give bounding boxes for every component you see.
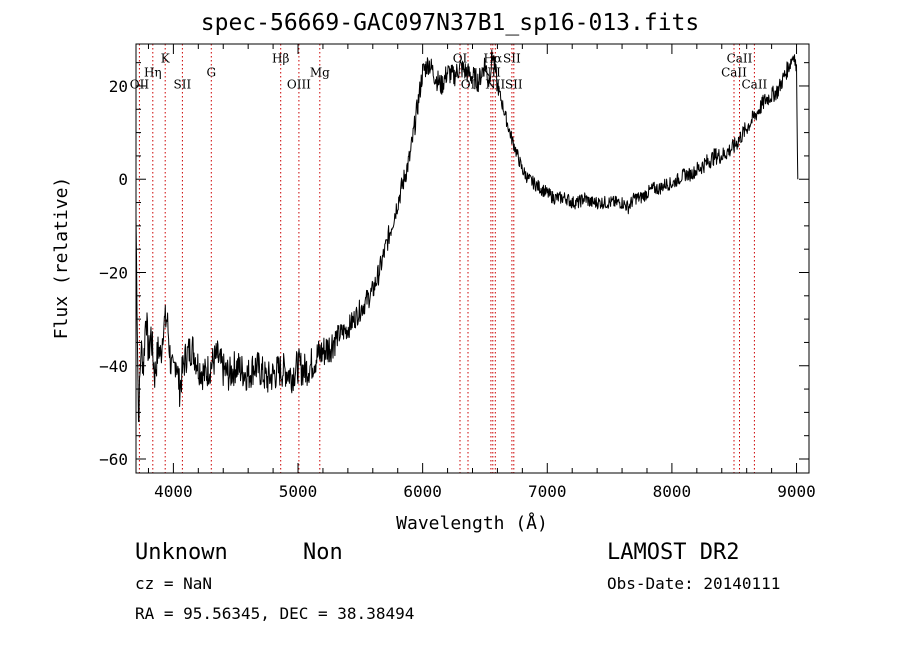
marker-label: OI: [453, 52, 468, 66]
y-axis-label: Flux (relative): [51, 177, 72, 340]
survey-label: LAMOST DR2: [607, 540, 740, 565]
marker-label: Hβ: [272, 52, 289, 66]
marker-label: NII: [481, 66, 501, 80]
marker-label: Mg: [310, 66, 330, 80]
marker-label: OIII: [287, 77, 311, 91]
subclass-label: Non: [303, 540, 343, 565]
x-axis-label: Wavelength (Å): [396, 512, 548, 534]
x-tick-label: 8000: [653, 482, 692, 501]
y-tick-label: 20: [109, 77, 128, 96]
marker-label: G: [207, 66, 217, 80]
y-tick-label: 0: [118, 170, 128, 189]
coordinates: RA = 95.56345, DEC = 38.38494: [135, 604, 415, 623]
marker-label: SII: [505, 77, 523, 91]
marker-label: OI: [461, 77, 476, 91]
marker-label: K: [161, 52, 171, 66]
marker-label: Hα: [484, 52, 503, 66]
spectrum-series: [135, 49, 799, 423]
y-tick-label: −60: [99, 450, 128, 469]
obs-date: Obs-Date: 20140111: [607, 574, 781, 593]
marker-label: CaII: [741, 77, 767, 91]
y-tick-label: −40: [99, 357, 128, 376]
marker-label: Hη: [144, 66, 162, 80]
marker-label: CaII: [721, 66, 747, 80]
x-tick-label: 7000: [528, 482, 567, 501]
x-tick-label: 4000: [154, 482, 193, 501]
marker-label: SII: [503, 52, 521, 66]
marker-label: OII: [130, 77, 150, 91]
marker-labels: OIIHηKSIIGHβOIIIMgOIOIHαNIINIISIISIICaII…: [130, 52, 768, 92]
x-tick-label: 6000: [403, 482, 442, 501]
class-label: Unknown: [135, 540, 228, 565]
chart-title: spec-56669-GAC097N37B1_sp16-013.fits: [200, 10, 700, 36]
x-tick-label: 9000: [777, 482, 816, 501]
marker-label: SII: [174, 77, 192, 91]
plot-frame: [135, 43, 810, 474]
axis-ticks: [136, 44, 809, 473]
cz-value: cz = NaN: [135, 574, 213, 593]
marker-label: NII: [485, 77, 505, 91]
y-tick-label: −20: [99, 263, 128, 282]
emission-line-markers: [138, 44, 755, 473]
y-tick-labels: −60 −40 −20 0 20: [99, 77, 128, 469]
marker-label: CaII: [727, 52, 753, 66]
x-tick-labels: 4000 5000 6000 7000 8000 9000: [154, 482, 816, 501]
spectrum-line: [135, 49, 799, 423]
x-tick-label: 5000: [279, 482, 318, 501]
